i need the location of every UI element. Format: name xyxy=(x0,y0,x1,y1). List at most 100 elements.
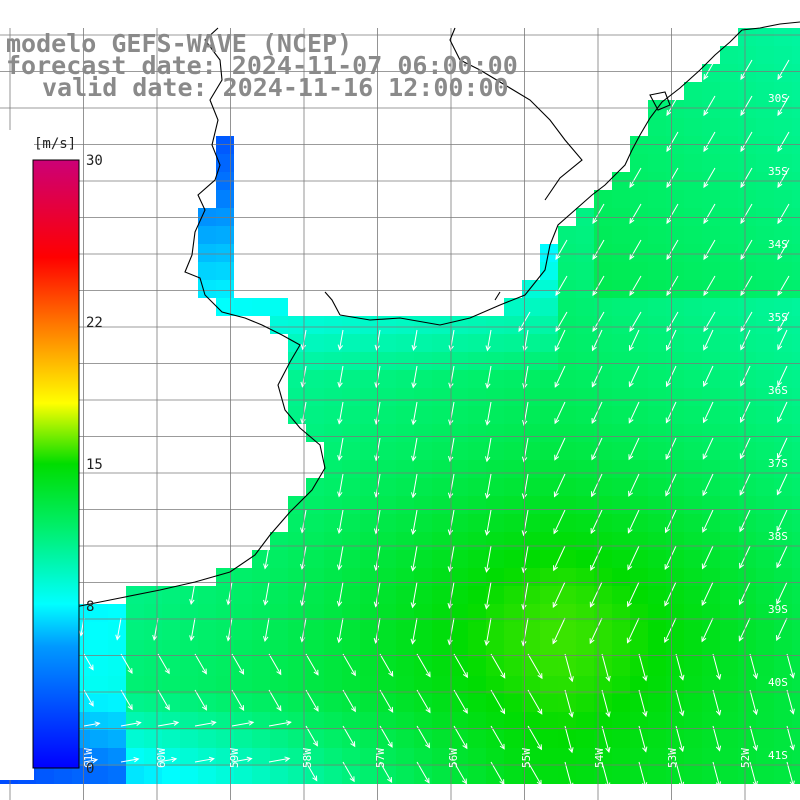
wind-cell xyxy=(342,676,360,694)
wind-cell xyxy=(108,622,126,640)
wind-cell xyxy=(396,424,414,442)
wind-arrow xyxy=(701,617,714,643)
wind-cell xyxy=(720,100,738,118)
wind-cell xyxy=(774,226,792,244)
wind-cell xyxy=(594,586,612,604)
wind-cell xyxy=(702,352,720,370)
wind-arrow xyxy=(776,545,788,569)
wind-cell xyxy=(288,694,306,712)
wind-cell xyxy=(162,694,180,712)
wind-cell xyxy=(684,136,702,154)
wind-cell xyxy=(540,406,558,424)
wind-cell xyxy=(594,658,612,676)
wind-cell xyxy=(630,154,648,172)
wind-cell xyxy=(342,514,360,532)
wind-cell xyxy=(594,550,612,568)
wind-cell xyxy=(720,136,738,154)
wind-arrow xyxy=(590,509,603,535)
wind-arrow xyxy=(157,689,170,711)
wind-cell xyxy=(558,568,576,586)
wind-cell xyxy=(396,640,414,658)
wind-cell xyxy=(342,712,360,730)
wind-arrow xyxy=(521,617,529,647)
wind-cell xyxy=(630,676,648,694)
wind-arrow xyxy=(115,617,122,641)
wind-cell xyxy=(666,154,684,172)
wind-arrow xyxy=(777,401,788,423)
wind-cell xyxy=(468,622,486,640)
wind-cell xyxy=(684,424,702,442)
wind-cell xyxy=(774,406,792,424)
wind-cell xyxy=(396,532,414,550)
wind-cell xyxy=(450,460,468,478)
wind-cell xyxy=(342,586,360,604)
wind-cell xyxy=(504,352,522,370)
wind-cell xyxy=(504,748,522,766)
wind-arrow xyxy=(740,239,753,261)
wind-cell xyxy=(666,352,684,370)
wind-cell xyxy=(198,622,216,640)
wind-cell xyxy=(720,748,738,766)
wind-cell xyxy=(414,676,432,694)
wind-cell xyxy=(450,514,468,532)
wind-cell xyxy=(396,442,414,460)
wind-cell xyxy=(792,190,800,208)
wind-cell xyxy=(342,532,360,550)
wind-cell xyxy=(414,460,432,478)
wind-cell xyxy=(504,316,522,334)
wind-cell xyxy=(234,694,252,712)
wind-cell xyxy=(576,388,594,406)
wind-cell xyxy=(162,622,180,640)
wind-arrow xyxy=(590,473,603,498)
wind-cell xyxy=(396,406,414,424)
wind-cell xyxy=(342,496,360,514)
wind-cell xyxy=(612,532,630,550)
wind-cell xyxy=(540,244,558,262)
wind-cell xyxy=(324,604,342,622)
wind-cell xyxy=(414,514,432,532)
wind-arrow xyxy=(263,617,270,643)
wind-cell xyxy=(72,766,90,784)
wind-cell xyxy=(720,622,738,640)
wind-cell xyxy=(234,766,252,784)
wind-cell xyxy=(702,298,720,316)
wind-cell xyxy=(666,262,684,280)
wind-arrow xyxy=(740,131,753,153)
wind-cell xyxy=(468,334,486,352)
wind-arrow xyxy=(712,653,722,681)
wind-arrow xyxy=(592,311,605,333)
wind-cell xyxy=(720,442,738,460)
wind-cell xyxy=(432,676,450,694)
wind-cell xyxy=(432,460,450,478)
wind-cell xyxy=(792,298,800,316)
latitude-labels: 30S 35S 34S 35S 36S 37S 38S 39S 40S 41S xyxy=(768,92,788,762)
wind-cell xyxy=(612,406,630,424)
wind-cell xyxy=(756,640,774,658)
wind-cell xyxy=(666,190,684,208)
wind-cell xyxy=(648,136,666,154)
wind-arrow xyxy=(592,275,605,297)
wind-cell xyxy=(522,676,540,694)
wind-cell xyxy=(324,676,342,694)
wind-cell xyxy=(162,604,180,622)
wind-cell xyxy=(792,622,800,640)
wind-cell xyxy=(360,676,378,694)
wind-arrow xyxy=(740,59,753,81)
wind-cell xyxy=(720,532,738,550)
wind-cell xyxy=(774,136,792,154)
wind-cell xyxy=(756,694,774,712)
wind-cell xyxy=(792,388,800,406)
wind-cell xyxy=(234,604,252,622)
wind-cell xyxy=(360,442,378,460)
wind-cell xyxy=(396,478,414,496)
wind-cell xyxy=(450,766,468,784)
wind-arrow xyxy=(231,756,253,763)
wind-cell xyxy=(792,694,800,712)
wind-cell xyxy=(738,298,756,316)
wind-cell xyxy=(432,586,450,604)
wind-cell xyxy=(702,766,720,784)
wind-cell xyxy=(648,316,666,334)
wind-cell xyxy=(576,712,594,730)
wind-cell xyxy=(126,730,144,748)
wind-arrow xyxy=(591,365,603,388)
